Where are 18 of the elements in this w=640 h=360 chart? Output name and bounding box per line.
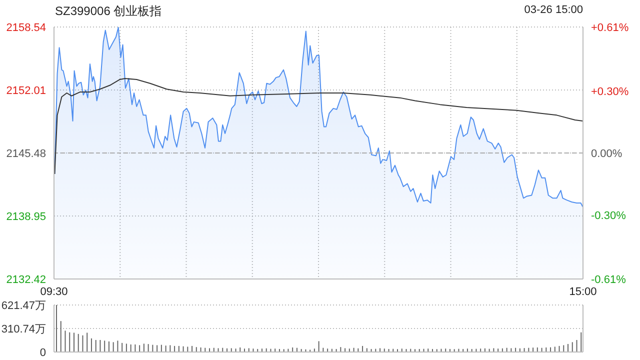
y-tick-label: 0: [40, 347, 46, 359]
line-series: [54, 78, 583, 175]
y2-tick-label: -0.61%: [591, 274, 626, 286]
y2-tick-label: -0.30%: [591, 210, 626, 222]
y-tick-label: 2132.42: [6, 274, 46, 286]
y-tick-label: 310.74万: [1, 324, 46, 336]
y2-tick-label: +0.30%: [591, 86, 629, 98]
x-tick-label: 15:00: [569, 286, 597, 298]
y-tick-label: 2145.48: [6, 148, 46, 160]
chart-subtitle: 03-26 15:00: [524, 4, 583, 16]
y-tick-label: 621.47万: [1, 300, 46, 312]
y-tick-label: 2152.01: [6, 85, 46, 97]
y2-tick-label: +0.61%: [591, 22, 629, 34]
y-tick-label: 2158.54: [6, 22, 46, 34]
x-tick-label: 09:30: [40, 286, 68, 298]
y2-tick-label: 0.00%: [591, 148, 622, 160]
chart-title: SZ399006 创业板指: [55, 3, 162, 20]
y-tick-label: 2138.95: [6, 211, 46, 223]
